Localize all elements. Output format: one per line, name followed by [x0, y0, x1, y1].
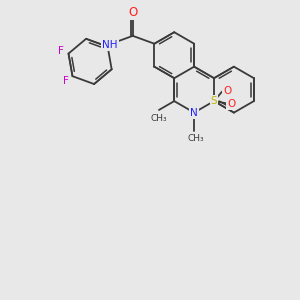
Text: CH₃: CH₃ [151, 114, 167, 123]
Text: F: F [58, 46, 64, 56]
Text: O: O [223, 86, 231, 96]
Text: F: F [63, 76, 69, 86]
Text: S: S [211, 96, 217, 106]
Text: O: O [128, 6, 137, 19]
Text: O: O [227, 99, 236, 109]
Text: CH₃: CH₃ [187, 134, 204, 143]
Text: N: N [190, 108, 198, 118]
Text: NH: NH [102, 40, 118, 50]
